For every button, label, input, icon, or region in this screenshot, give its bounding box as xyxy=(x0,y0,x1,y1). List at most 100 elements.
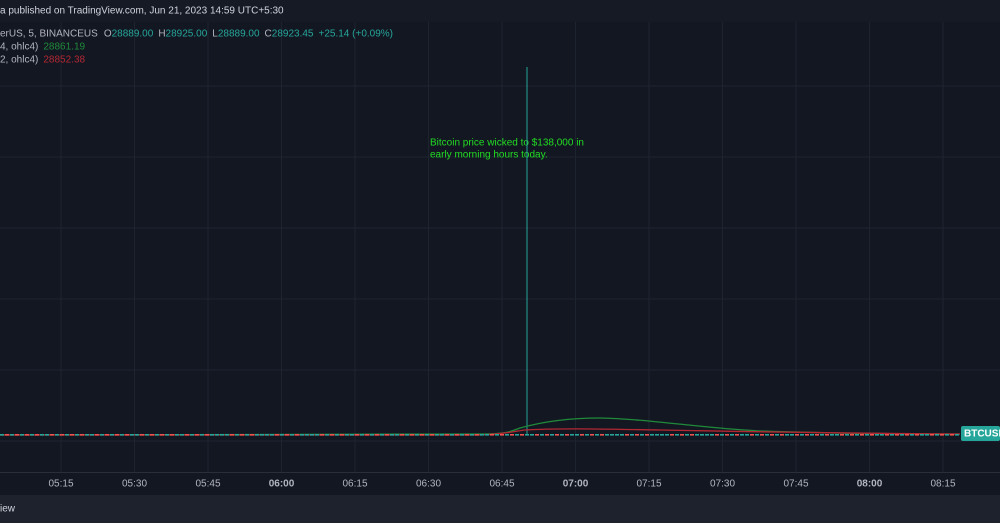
candle xyxy=(235,434,239,436)
candle xyxy=(900,434,904,436)
axis-border xyxy=(0,472,1000,473)
candle xyxy=(315,434,319,436)
candle xyxy=(205,434,209,436)
candle xyxy=(60,434,64,436)
candle xyxy=(130,434,134,436)
candle xyxy=(370,434,374,436)
candle xyxy=(180,434,184,436)
candle xyxy=(405,434,409,436)
candle xyxy=(690,434,694,436)
candle xyxy=(735,434,739,436)
time-label: 06:30 xyxy=(416,479,441,490)
candle xyxy=(0,434,4,436)
candle xyxy=(925,434,929,436)
candle xyxy=(545,434,549,436)
candle xyxy=(835,434,839,436)
candle xyxy=(35,434,39,436)
candle xyxy=(610,434,614,436)
legend-key: L xyxy=(212,29,218,40)
time-label: 07:15 xyxy=(636,479,661,490)
candle xyxy=(955,434,959,436)
candle xyxy=(355,434,359,436)
candle xyxy=(365,434,369,436)
candle xyxy=(430,434,434,436)
candle xyxy=(535,434,539,436)
candle xyxy=(465,434,469,436)
candle xyxy=(275,434,279,436)
candle xyxy=(480,434,484,436)
legend-key: C xyxy=(265,29,272,40)
candle xyxy=(390,434,394,436)
candle xyxy=(420,434,424,436)
candle xyxy=(885,434,889,436)
candle xyxy=(920,434,924,436)
time-label: 05:45 xyxy=(195,479,220,490)
candle xyxy=(210,434,214,436)
candle xyxy=(400,434,404,436)
candle xyxy=(185,434,189,436)
candle xyxy=(330,434,334,436)
candle xyxy=(225,434,229,436)
candle xyxy=(830,434,834,436)
candle xyxy=(110,434,114,436)
candle xyxy=(720,434,724,436)
footer-bar xyxy=(0,495,1000,523)
candle xyxy=(530,434,534,436)
candle xyxy=(55,434,59,436)
candle xyxy=(655,434,659,436)
candle xyxy=(50,434,54,436)
legend-value: 28889.00 xyxy=(112,29,154,40)
candle xyxy=(5,434,9,436)
candle xyxy=(745,434,749,436)
candle xyxy=(375,434,379,436)
candle xyxy=(10,434,14,436)
price-tag: BTCUSD xyxy=(964,429,1000,440)
candle xyxy=(75,434,79,436)
candle xyxy=(260,434,264,436)
candle xyxy=(435,434,439,436)
candle xyxy=(485,434,489,436)
candle xyxy=(875,434,879,436)
candle xyxy=(105,434,109,436)
candle xyxy=(880,434,884,436)
candle xyxy=(290,434,294,436)
indicator-value: 28861.19 xyxy=(43,42,85,53)
candle xyxy=(890,434,894,436)
time-label: 07:00 xyxy=(563,479,589,490)
candle xyxy=(580,434,584,436)
candle xyxy=(150,434,154,436)
time-label: 07:30 xyxy=(710,479,735,490)
candle xyxy=(250,434,254,436)
candle xyxy=(455,434,459,436)
footer-text: iew xyxy=(0,504,16,515)
candle xyxy=(40,434,44,436)
candle xyxy=(630,434,634,436)
candle xyxy=(815,434,819,436)
candle xyxy=(265,434,269,436)
candle xyxy=(850,434,854,436)
candle xyxy=(65,434,69,436)
candle xyxy=(765,434,769,436)
candle xyxy=(905,434,909,436)
legend-key: O xyxy=(104,29,112,40)
header-title: a published on TradingView.com, Jun 21, … xyxy=(0,6,284,17)
candle xyxy=(100,434,104,436)
candle xyxy=(660,434,664,436)
time-label: 08:00 xyxy=(857,479,883,490)
time-label: 05:15 xyxy=(48,479,73,490)
candle xyxy=(505,434,509,436)
candle xyxy=(490,434,494,436)
candle xyxy=(450,434,454,436)
candle xyxy=(760,434,764,436)
candle xyxy=(415,434,419,436)
candle xyxy=(445,434,449,436)
annotation: early morning hours today. xyxy=(430,150,548,161)
candle xyxy=(620,434,624,436)
candle xyxy=(725,434,729,436)
candle xyxy=(70,434,74,436)
candle xyxy=(640,434,644,436)
time-label: 08:15 xyxy=(930,479,955,490)
candle xyxy=(540,434,544,436)
